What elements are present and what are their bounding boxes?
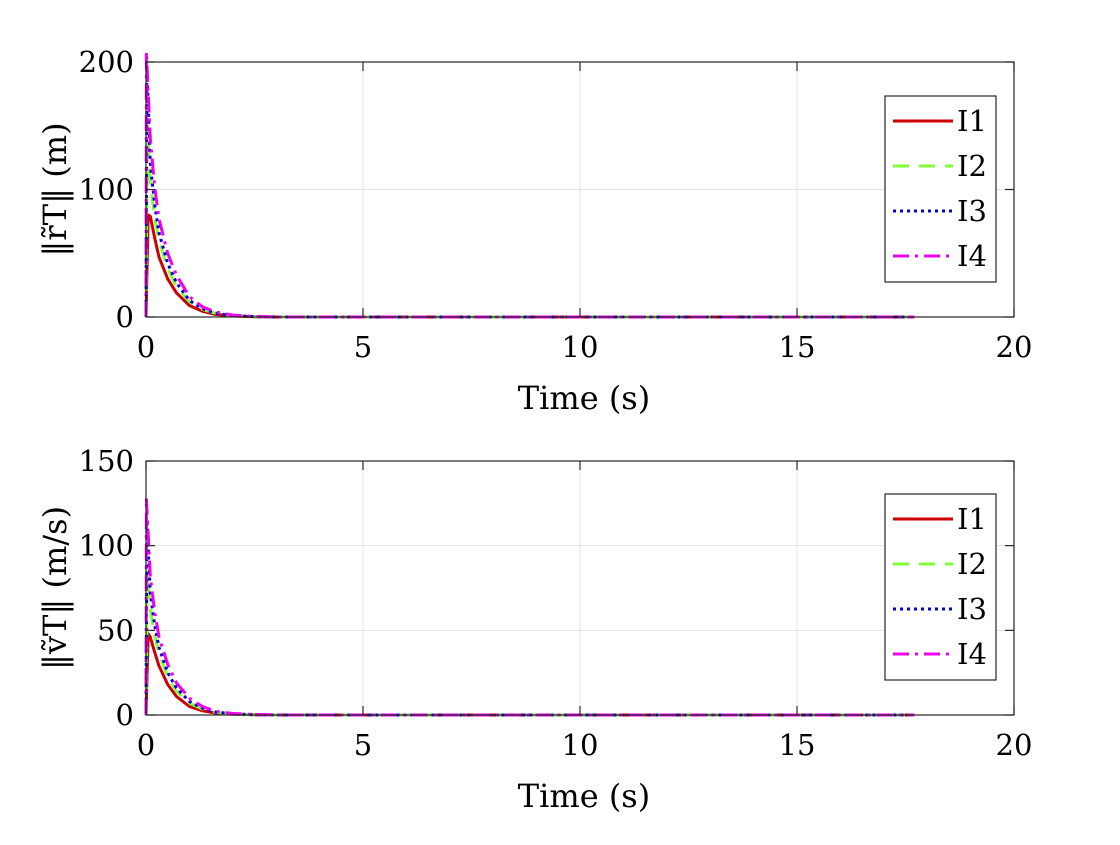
- panel1-y-axis-title: ‖r̃T‖ (m): [36, 122, 74, 256]
- panel2-legend-label-I3: I3: [957, 592, 987, 626]
- panel1-xtick-label: 5: [354, 330, 372, 364]
- panel1-xtick-label: 10: [562, 330, 599, 364]
- panel2-ytick-label: 100: [79, 529, 134, 563]
- panel1-legend: I1 I2 I3 I4: [884, 95, 997, 283]
- panel1-legend-box: [884, 95, 997, 283]
- panel1-legend-label-I2: I2: [957, 149, 987, 183]
- panel2-ytick-label: 150: [79, 444, 134, 478]
- panel1-xtick-label: 15: [779, 330, 816, 364]
- panel1-ytick-label: 0: [116, 300, 134, 334]
- panel2-xtick-label: 15: [779, 728, 816, 762]
- panel2-xtick-label: 5: [354, 728, 372, 762]
- panel2-legend: I1 I2 I3 I4: [884, 493, 997, 681]
- panel2-ytick-label: 50: [97, 613, 134, 647]
- panel1-legend-label-I3: I3: [957, 194, 987, 228]
- panel1-xtick-label: 0: [137, 330, 155, 364]
- panel1-xtick-label: 20: [996, 330, 1033, 364]
- panel2-legend-box: [884, 493, 997, 681]
- panel2-xtick-label: 10: [562, 728, 599, 762]
- panel1-ytick-label: 200: [79, 45, 134, 79]
- panel2-ytick-label: 0: [116, 698, 134, 732]
- panel2-xtick-label: 0: [137, 728, 155, 762]
- panel1-x-axis-title: Time (s): [518, 379, 650, 417]
- panel1-ytick-label: 100: [79, 173, 134, 207]
- panel2-legend-label-I1: I1: [957, 502, 987, 536]
- panel2-series-I3: [144, 518, 915, 717]
- panel2-legend-label-I2: I2: [957, 547, 987, 581]
- panel2-x-axis-title: Time (s): [518, 777, 650, 815]
- panel2-xtick-label: 20: [996, 728, 1033, 762]
- panel2-y-axis-title: ‖ṽT‖ (m/s): [36, 506, 74, 670]
- panel2-legend-label-I4: I4: [957, 637, 987, 671]
- panel1-legend-label-I4: I4: [957, 239, 987, 273]
- panel1-legend-label-I1: I1: [957, 104, 987, 138]
